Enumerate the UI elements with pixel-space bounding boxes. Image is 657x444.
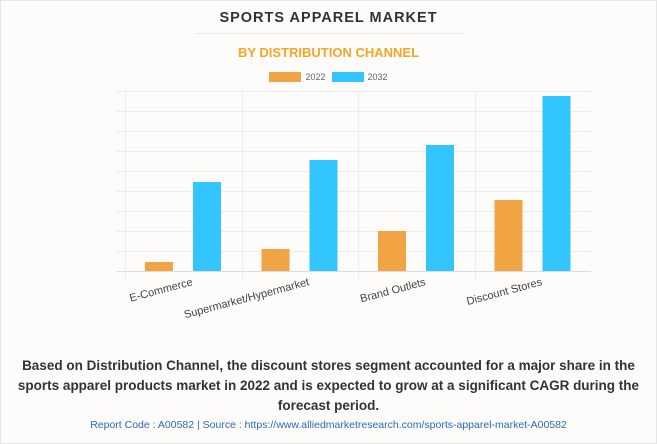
legend-item-2032[interactable]: 2032 (331, 72, 388, 82)
x-tick-label: E-Commerce (128, 276, 194, 304)
bar-2022-discount-stores[interactable] (494, 200, 523, 271)
x-tick-label: Supermarket/Hypermarket (183, 276, 311, 321)
title-divider (195, 33, 463, 34)
legend-label-2032: 2032 (367, 72, 388, 82)
legend-swatch-2032 (331, 72, 364, 82)
bar-2032-supermarket-hypermarket[interactable] (309, 160, 338, 271)
source-footer[interactable]: Report Code : A00582 | Source : https://… (90, 419, 567, 431)
chart-caption: Based on Distribution Channel, the disco… (17, 358, 640, 413)
chart-subtitle: BY DISTRIBUTION CHANNEL (237, 45, 420, 60)
bar-2032-discount-stores[interactable] (542, 96, 571, 271)
legend-label-2022: 2022 (305, 72, 326, 82)
bar-2022-e-commerce[interactable] (145, 262, 173, 271)
bar-2032-e-commerce[interactable] (193, 182, 221, 271)
legend: 2022 2032 (0, 72, 657, 82)
bar-2022-brand-outlets[interactable] (378, 231, 406, 271)
legend-swatch-2022 (269, 72, 302, 82)
bar-2022-supermarket-hypermarket[interactable] (261, 249, 290, 271)
x-tick-label: Discount Stores (465, 276, 544, 308)
bar-2032-brand-outlets[interactable] (426, 145, 454, 271)
x-tick-label: Brand Outlets (359, 276, 428, 305)
chart-title: SPORTS APPAREL MARKET (219, 10, 438, 26)
legend-item-2022[interactable]: 2022 (269, 72, 326, 82)
